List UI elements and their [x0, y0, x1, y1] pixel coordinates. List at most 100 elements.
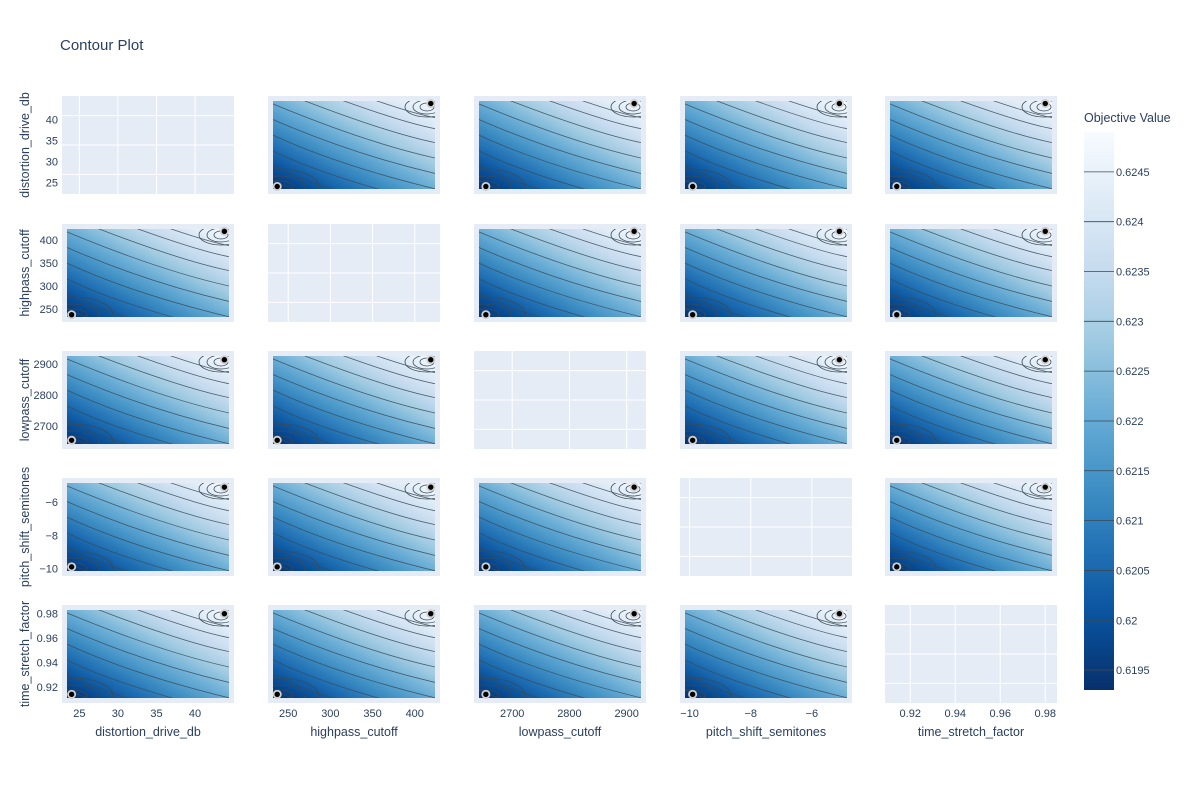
contour-line: [67, 501, 229, 556]
trial-point: [67, 689, 77, 699]
contour-line: [618, 483, 641, 497]
x-tick-label: 0.96: [990, 708, 1011, 720]
contour-line: [685, 292, 746, 317]
contour-line: [273, 134, 435, 189]
contour-line: [479, 278, 586, 317]
contour-line: [304, 356, 435, 398]
contour-line: [685, 612, 847, 668]
contour-line: [67, 557, 100, 571]
contour-line: [67, 358, 229, 414]
contour-line: [890, 168, 937, 189]
panel-highpass_cutoff-vs-time_stretch_factor: 250 300 350 400: [268, 605, 440, 720]
panel-pitch_shift_semitones-vs-lowpass_cutoff: [680, 351, 852, 449]
contour-line: [685, 684, 718, 698]
colorbar-gradient: [1084, 132, 1114, 690]
contour-line: [67, 550, 114, 571]
colorbar-tick-label: 0.6245: [1116, 167, 1150, 179]
contour-line: [890, 247, 1052, 302]
contour-line: [479, 134, 641, 189]
contour-fill: [273, 483, 435, 571]
contour-line: [479, 164, 540, 189]
contour-line: [136, 610, 229, 639]
contour-line: [479, 659, 586, 698]
y-tick-label: 0.94: [37, 658, 58, 670]
y-tick-label: 2800: [34, 390, 58, 402]
contour-line: [198, 483, 229, 500]
contour-line: [479, 673, 540, 698]
panel-time_stretch_factor-vs-time_stretch_factor: 0.92 0.94 0.96 0.98: [885, 605, 1057, 720]
contour-line: [273, 103, 435, 159]
contour-line: [754, 356, 847, 385]
contour-line: [685, 247, 847, 302]
contour-line: [824, 356, 847, 370]
contour-line: [685, 303, 718, 317]
contour-line: [206, 229, 229, 243]
contour-line: [685, 164, 746, 189]
contour-line: [342, 101, 435, 130]
contour-line: [479, 557, 512, 571]
contour-line: [890, 516, 1052, 571]
contour-line: [824, 229, 847, 243]
colorbar-tick-label: 0.6215: [1116, 466, 1150, 478]
contour-line: [404, 356, 435, 373]
panel-highpass_cutoff-vs-distortion_drive_db: [268, 96, 440, 194]
contour-line: [685, 168, 732, 189]
x-tick-label: 350: [363, 708, 381, 720]
x-tick-label: 300: [321, 708, 339, 720]
contour-line: [273, 374, 435, 429]
x-axis-title: lowpass_cutoff: [519, 725, 602, 739]
contour-line: [206, 483, 229, 497]
contour-line: [479, 516, 641, 571]
contour-line: [273, 550, 320, 571]
contour-line: [716, 610, 847, 652]
contour-line: [479, 677, 526, 698]
contour-line: [273, 150, 380, 189]
contour-line: [890, 164, 951, 189]
y-tick-label: 400: [40, 235, 58, 247]
contour-line: [67, 278, 174, 317]
contour-line: [754, 101, 847, 130]
contour-line: [890, 262, 1052, 317]
contour-line: [1029, 356, 1052, 370]
contour-line: [273, 485, 435, 541]
contour-line: [685, 389, 847, 444]
trial-point: [1040, 482, 1050, 492]
contour-line: [921, 229, 1052, 271]
y-tick-label: 35: [46, 135, 58, 147]
trial-point: [688, 435, 698, 445]
contour-lines: [890, 229, 1052, 317]
contour-fill: [685, 229, 847, 317]
contour-line: [548, 229, 641, 258]
contour-line: [273, 389, 435, 444]
contour-fill: [67, 610, 229, 698]
panel-distortion_drive_db-vs-highpass_cutoff: 250 300 350 400: [40, 224, 234, 322]
contour-fill: [890, 229, 1052, 317]
contour-line: [890, 423, 937, 444]
trial-point: [892, 435, 902, 445]
y-tick-label: 300: [40, 281, 58, 293]
contour-line: [685, 180, 706, 189]
contour-line: [273, 175, 306, 189]
contour-line: [1021, 483, 1052, 500]
contour-line: [67, 389, 229, 444]
contour-line: [685, 308, 706, 317]
contour-line: [610, 229, 641, 246]
panel-distortion_drive_db-vs-pitch_shift_semitones: −10 −8 −6: [39, 478, 234, 576]
contour-line: [67, 659, 174, 698]
contour-line: [890, 485, 1052, 541]
contour-line: [548, 610, 641, 639]
contour-line: [610, 483, 641, 500]
y-tick-label: 2700: [34, 421, 58, 433]
contour-line: [273, 628, 435, 683]
x-tick-label: 0.92: [900, 708, 921, 720]
contour-lines: [685, 610, 847, 698]
trial-point: [629, 226, 639, 236]
trial-point: [892, 562, 902, 572]
y-tick-label: 0.98: [37, 609, 58, 621]
y-axis-title: highpass_cutoff: [18, 229, 32, 317]
contour-line: [479, 501, 641, 556]
trial-point: [272, 562, 282, 572]
contour-line: [548, 101, 641, 130]
contour-line: [890, 308, 911, 317]
contour-line: [412, 356, 435, 370]
